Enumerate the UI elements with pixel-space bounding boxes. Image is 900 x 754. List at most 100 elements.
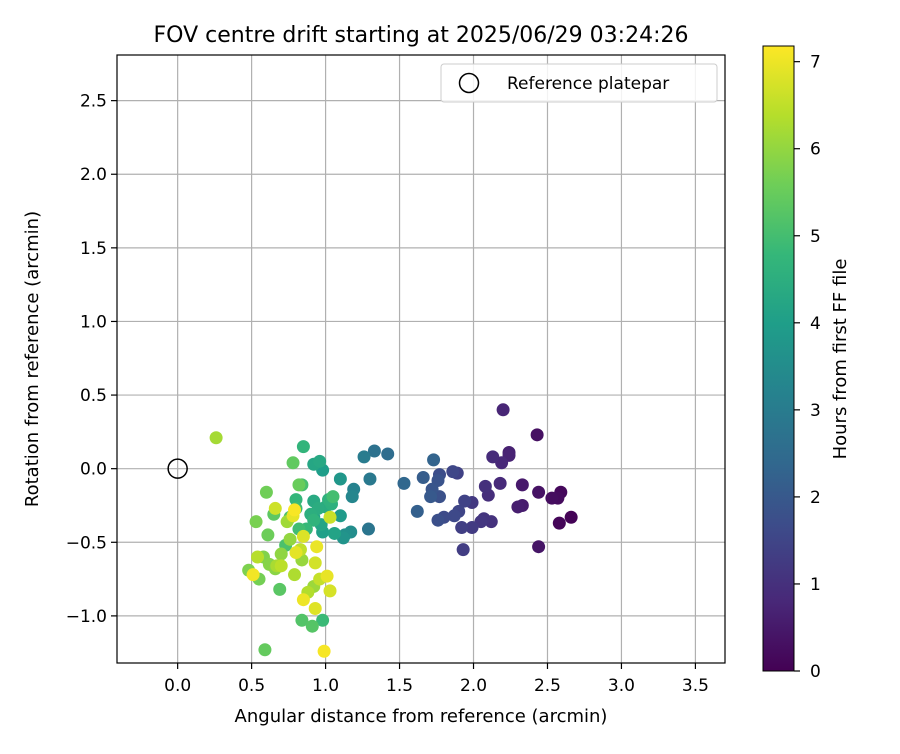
y-tick-label: 1.5 bbox=[80, 239, 107, 259]
data-points bbox=[209, 403, 578, 658]
colorbar-tick-label: 3 bbox=[810, 401, 821, 421]
data-point bbox=[486, 450, 500, 464]
data-point bbox=[313, 454, 327, 468]
data-point bbox=[455, 521, 469, 535]
data-point bbox=[317, 644, 331, 658]
data-point bbox=[381, 447, 395, 461]
colorbar-tick-label: 4 bbox=[810, 314, 821, 334]
data-point bbox=[367, 444, 381, 458]
data-point bbox=[273, 582, 287, 596]
grid bbox=[117, 55, 725, 663]
data-point bbox=[345, 490, 359, 504]
y-tick-label: 2.5 bbox=[80, 92, 107, 112]
reference-marker bbox=[167, 458, 188, 479]
data-point bbox=[511, 500, 525, 514]
data-point bbox=[532, 485, 546, 499]
x-tick-label: 2.0 bbox=[460, 676, 487, 696]
data-point bbox=[292, 478, 306, 492]
data-point bbox=[478, 479, 492, 493]
data-point bbox=[289, 546, 303, 560]
data-point bbox=[446, 465, 460, 479]
data-point bbox=[268, 501, 282, 515]
colorbar-tick-label: 0 bbox=[810, 662, 821, 682]
data-point bbox=[274, 547, 288, 561]
data-point bbox=[307, 513, 321, 527]
data-point bbox=[288, 503, 302, 517]
colorbar-tick-label: 2 bbox=[810, 488, 821, 508]
x-axis-ticks: 0.0 0.5 1.0 1.5 2.0 2.5 3.0 3.5 bbox=[164, 663, 709, 696]
y-tick-label: 1.0 bbox=[80, 312, 107, 332]
data-point bbox=[323, 510, 337, 524]
x-tick-label: 3.5 bbox=[682, 676, 709, 696]
data-point bbox=[357, 450, 371, 464]
reference-platepar-marker bbox=[167, 458, 188, 479]
x-tick-label: 2.5 bbox=[534, 676, 561, 696]
data-point bbox=[308, 602, 322, 616]
y-tick-label: −1.0 bbox=[66, 607, 107, 627]
data-point bbox=[447, 509, 461, 523]
data-point bbox=[427, 453, 441, 467]
colorbar-ticks: 0 1 2 3 4 5 6 7 bbox=[794, 53, 821, 682]
y-tick-label: 2.0 bbox=[80, 165, 107, 185]
legend-label: Reference platepar bbox=[507, 74, 669, 94]
y-axis-label: Rotation from reference (arcmin) bbox=[22, 211, 43, 507]
data-point bbox=[288, 568, 302, 582]
data-point bbox=[327, 526, 341, 540]
data-point bbox=[431, 513, 445, 527]
data-point bbox=[424, 490, 438, 504]
data-point bbox=[530, 428, 544, 442]
y-tick-label: 0.0 bbox=[80, 460, 107, 480]
data-point bbox=[296, 529, 310, 543]
data-point bbox=[493, 476, 507, 490]
colorbar-tick-label: 5 bbox=[810, 227, 821, 247]
data-point bbox=[316, 613, 330, 627]
x-tick-label: 0.0 bbox=[164, 676, 191, 696]
colorbar-tick-label: 1 bbox=[810, 575, 821, 595]
data-point bbox=[323, 584, 337, 598]
colorbar-label: Hours from first FF file bbox=[830, 259, 851, 460]
legend-box bbox=[440, 63, 718, 103]
x-tick-label: 0.5 bbox=[238, 676, 265, 696]
data-point bbox=[251, 550, 265, 564]
data-point bbox=[564, 510, 578, 524]
data-point bbox=[552, 516, 566, 530]
legend-marker-icon bbox=[458, 72, 480, 94]
data-point bbox=[465, 521, 479, 535]
data-point bbox=[496, 403, 510, 417]
y-tick-label: −0.5 bbox=[66, 533, 107, 553]
data-point bbox=[296, 593, 310, 607]
data-point bbox=[532, 540, 546, 554]
data-point bbox=[259, 485, 273, 499]
data-point bbox=[515, 478, 529, 492]
data-point bbox=[308, 556, 322, 570]
data-point bbox=[283, 532, 297, 546]
data-point bbox=[320, 569, 334, 583]
data-point bbox=[274, 559, 288, 573]
data-point bbox=[296, 440, 310, 454]
legend: Reference platepar bbox=[440, 63, 718, 103]
data-point bbox=[361, 522, 375, 536]
plot-frame bbox=[116, 54, 726, 664]
colorbar: 0 1 2 3 4 5 6 7 Hours from first FF file bbox=[762, 45, 851, 682]
x-tick-label: 1.0 bbox=[312, 676, 339, 696]
colorbar-gradient bbox=[762, 45, 795, 672]
data-point bbox=[295, 613, 309, 627]
data-point bbox=[326, 490, 340, 504]
data-point bbox=[209, 431, 223, 445]
data-point bbox=[397, 476, 411, 490]
data-point bbox=[363, 472, 377, 486]
data-point bbox=[286, 456, 300, 470]
data-point bbox=[246, 568, 260, 582]
data-point bbox=[258, 643, 272, 657]
y-axis-ticks: −1.0 −0.5 0.0 0.5 1.0 1.5 2.0 2.5 bbox=[66, 92, 117, 627]
x-tick-label: 1.5 bbox=[386, 676, 413, 696]
colorbar-tick-label: 6 bbox=[810, 140, 821, 160]
data-point bbox=[333, 472, 347, 486]
x-axis-label: Angular distance from reference (arcmin) bbox=[235, 706, 608, 727]
data-point bbox=[333, 509, 347, 523]
data-point bbox=[410, 504, 424, 518]
colorbar-tick-label: 7 bbox=[810, 53, 821, 73]
data-point bbox=[456, 543, 470, 557]
